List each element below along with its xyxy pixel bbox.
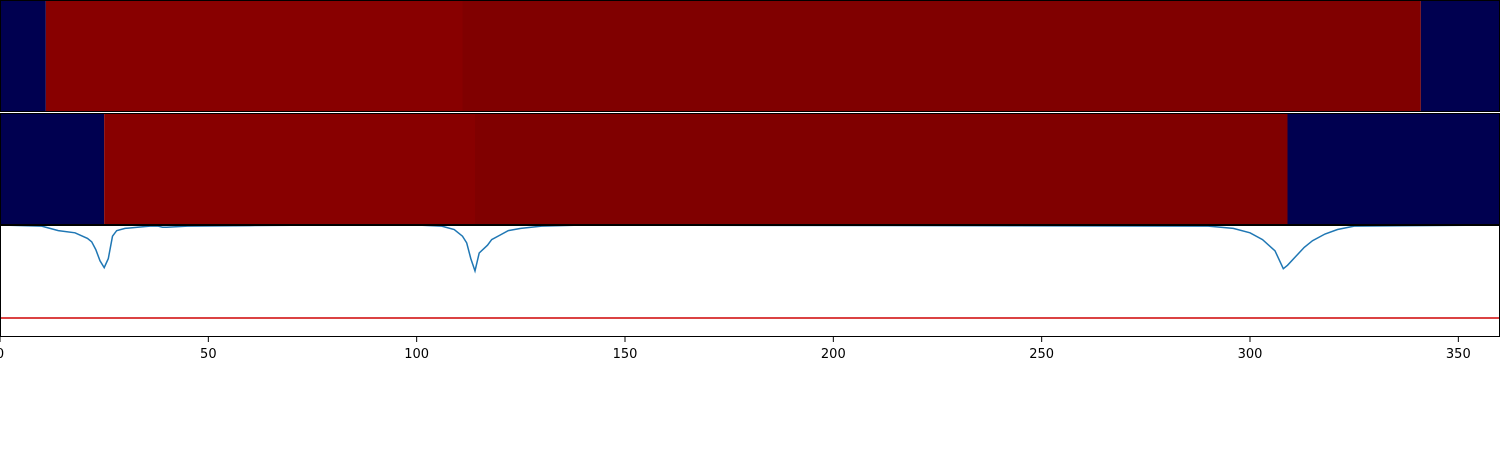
row-1-segment-0 — [0, 113, 104, 225]
x-tick-label-3: 150 — [613, 347, 638, 362]
x-tick-label-2: 100 — [404, 347, 429, 362]
row-0-segment-2 — [463, 0, 1421, 112]
row-0-segment-3 — [1421, 0, 1500, 112]
row-1-segment-2 — [475, 113, 1288, 225]
x-tick-label-6: 300 — [1238, 347, 1263, 362]
x-tick-label-5: 250 — [1029, 347, 1054, 362]
row-0-segment-1 — [46, 0, 463, 112]
x-tick-label-1: 50 — [200, 347, 217, 362]
line-axes-background — [0, 225, 1500, 337]
x-tick-label-0: 0 — [0, 347, 4, 362]
segment-rows — [0, 0, 1500, 225]
x-tick-label-7: 350 — [1446, 347, 1471, 362]
x-tick-label-4: 200 — [821, 347, 846, 362]
row-1-segment-1 — [104, 113, 475, 225]
x-axis-ticks: 0 50 100 150 200 250 300 350 — [0, 337, 1471, 362]
row-0-segment-0 — [0, 0, 46, 112]
row-1-segment-3 — [1288, 113, 1500, 225]
